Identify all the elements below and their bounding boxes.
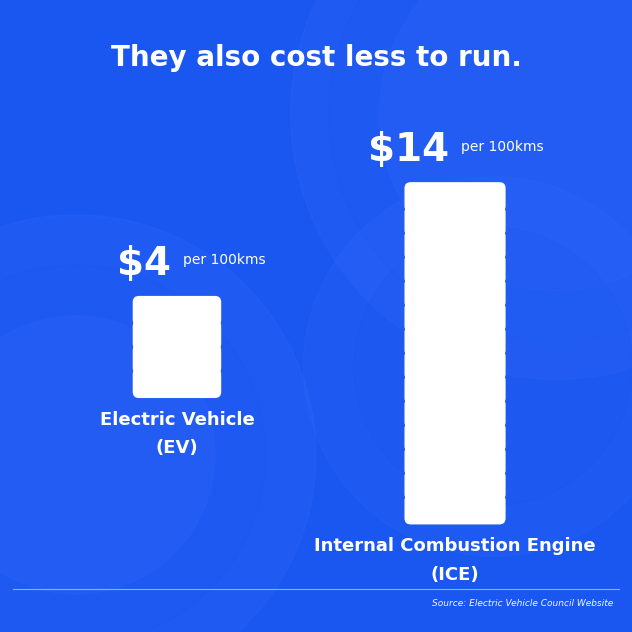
FancyBboxPatch shape bbox=[404, 422, 506, 453]
Circle shape bbox=[303, 177, 632, 556]
FancyBboxPatch shape bbox=[404, 278, 506, 308]
Text: Source: Electric Vehicle Council Website: Source: Electric Vehicle Council Website bbox=[432, 599, 613, 608]
Circle shape bbox=[0, 265, 265, 632]
Text: $14: $14 bbox=[368, 131, 449, 169]
FancyBboxPatch shape bbox=[404, 206, 506, 236]
Text: (ICE): (ICE) bbox=[431, 566, 479, 583]
FancyBboxPatch shape bbox=[404, 230, 506, 260]
FancyBboxPatch shape bbox=[404, 398, 506, 428]
FancyBboxPatch shape bbox=[404, 350, 506, 380]
FancyBboxPatch shape bbox=[404, 182, 506, 212]
FancyBboxPatch shape bbox=[133, 344, 221, 374]
FancyBboxPatch shape bbox=[404, 326, 506, 356]
FancyBboxPatch shape bbox=[133, 296, 221, 326]
FancyBboxPatch shape bbox=[404, 470, 506, 501]
Text: (EV): (EV) bbox=[155, 439, 198, 457]
Text: $4: $4 bbox=[117, 245, 171, 283]
Text: per 100kms: per 100kms bbox=[461, 140, 544, 154]
FancyBboxPatch shape bbox=[404, 374, 506, 404]
FancyBboxPatch shape bbox=[404, 446, 506, 477]
Circle shape bbox=[291, 0, 632, 379]
Circle shape bbox=[0, 215, 316, 632]
Text: Electric Vehicle: Electric Vehicle bbox=[100, 411, 254, 428]
Circle shape bbox=[354, 228, 632, 506]
Circle shape bbox=[379, 0, 632, 291]
FancyBboxPatch shape bbox=[404, 302, 506, 332]
Circle shape bbox=[329, 0, 632, 341]
FancyBboxPatch shape bbox=[404, 494, 506, 525]
FancyBboxPatch shape bbox=[133, 368, 221, 398]
Text: They also cost less to run.: They also cost less to run. bbox=[111, 44, 521, 72]
Circle shape bbox=[0, 316, 215, 594]
Text: Internal Combustion Engine: Internal Combustion Engine bbox=[314, 537, 596, 555]
Text: per 100kms: per 100kms bbox=[183, 253, 266, 267]
FancyBboxPatch shape bbox=[133, 320, 221, 350]
FancyBboxPatch shape bbox=[404, 254, 506, 284]
